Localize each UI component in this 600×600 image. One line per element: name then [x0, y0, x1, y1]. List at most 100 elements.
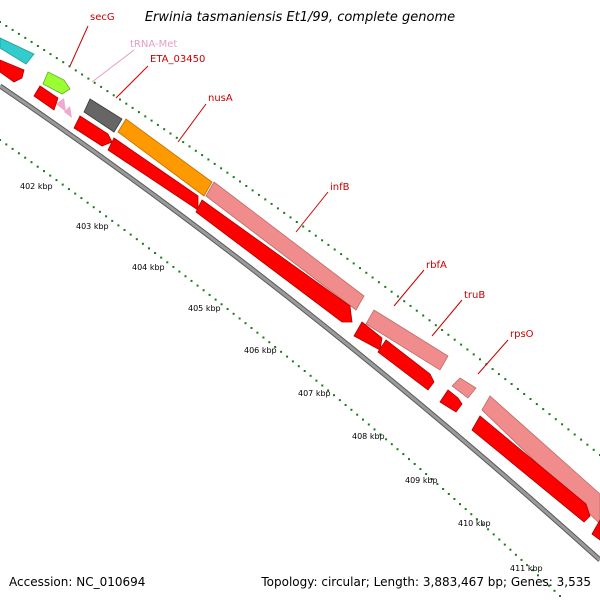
inner-tick-dot	[436, 483, 439, 485]
inner-tick-dot	[559, 595, 561, 597]
inner-tick-dot	[379, 433, 382, 436]
inner-tick-dot	[256, 331, 259, 334]
leader-nusA	[177, 103, 207, 143]
label-trna-met: tRNA-Met	[130, 39, 177, 50]
inner-tick-dot	[373, 428, 376, 431]
leader-secG	[69, 25, 89, 67]
leader-trna-met	[91, 49, 135, 83]
outer-tick-dot	[592, 448, 595, 451]
inner-tick-dot	[291, 360, 294, 363]
outer-tick-dot	[17, 32, 20, 35]
inner-tick-dot	[80, 197, 83, 200]
outer-tick-dot	[535, 403, 538, 406]
outer-tick-dot	[314, 234, 317, 237]
inner-tick-dot	[141, 242, 144, 245]
outer-tick-dot	[264, 198, 267, 201]
inner-tick-dot	[154, 252, 157, 254]
outer-tick-dot	[491, 368, 494, 371]
outer-tick-dot	[466, 348, 469, 351]
outer-tick-dot	[365, 271, 368, 274]
outer-tick-dot	[523, 393, 526, 395]
outer-tick-dot	[137, 111, 140, 114]
outer-tick-dot	[5, 25, 8, 27]
outer-tick-dot	[497, 373, 500, 376]
inner-tick-dot	[327, 389, 330, 392]
outer-tick-dot	[371, 276, 374, 279]
outer-tick-dot	[295, 221, 298, 223]
inner-tick-dot	[202, 289, 205, 292]
cds-feature-9	[471, 415, 591, 523]
inner-tick-dot	[184, 275, 187, 278]
inner-tick-dot	[5, 143, 8, 146]
inner-tick-dot	[447, 493, 450, 495]
inner-tick-dot	[208, 293, 211, 296]
inner-tick-dot	[61, 183, 64, 186]
outer-tick-dot	[434, 324, 437, 327]
outer-tick-dot	[289, 216, 292, 219]
outer-tick-dot	[441, 329, 444, 331]
cds-feature-6	[353, 321, 383, 351]
inner-tick-dot	[470, 513, 473, 516]
inner-tick-dot	[362, 418, 364, 421]
inner-tick-dot	[475, 518, 478, 521]
outer-tick-dot	[62, 61, 65, 64]
inner-tick-dot	[49, 174, 52, 177]
cds-feature-2	[33, 85, 59, 111]
outer-tick-dot	[580, 438, 583, 441]
inner-tick-dot	[514, 553, 517, 556]
inner-tick-dot	[238, 317, 241, 320]
trna-marker-1	[56, 98, 66, 112]
inner-tick-dot	[86, 201, 89, 204]
inner-tick-dot	[117, 224, 120, 227]
inner-tick-dot	[190, 279, 193, 282]
outer-tick-dot	[516, 388, 519, 390]
outer-tick-dot	[479, 358, 481, 361]
inner-tick-dot	[531, 569, 534, 572]
inner-tick-dot	[43, 170, 45, 173]
inner-tick-dot	[166, 261, 169, 264]
inner-tick-dot	[0, 139, 1, 141]
inner-tick-dot	[148, 247, 150, 250]
scale-label-406: 406 kbp	[244, 346, 277, 355]
inner-tick-dot	[425, 473, 428, 475]
inner-tick-dot	[464, 508, 467, 511]
inner-tick-dot	[17, 152, 20, 155]
cds-feature-4	[107, 137, 199, 211]
outer-tick-dot	[460, 343, 463, 346]
topology-text: Topology: circular; Length: 3,883,467 bp…	[261, 575, 591, 589]
gene-labels: secG tRNA-Met ETA_03450 nusA infB rbfA t…	[90, 12, 534, 340]
label-eta03450: ETA_03450	[150, 54, 205, 65]
leader-rpsO	[477, 339, 509, 375]
outer-tick-dot	[144, 115, 147, 118]
outer-tick-dot	[396, 295, 399, 298]
scale-label-402: 402 kbp	[20, 182, 53, 191]
outer-tick-dot	[422, 314, 425, 317]
outer-tick-dot	[100, 85, 103, 88]
inner-tick-dot	[548, 584, 550, 587]
leader-rbfA	[393, 269, 425, 307]
cds-feature-10	[591, 519, 600, 541]
inner-tick-dot	[520, 558, 523, 561]
outer-tick-dot	[346, 257, 349, 260]
inner-tick-dot	[309, 374, 312, 377]
inner-tick-dot	[24, 156, 27, 159]
outer-tick-dot	[504, 378, 507, 381]
inner-tick-dot	[74, 192, 77, 195]
inner-tick-dot	[542, 579, 545, 582]
leader-eta03450	[115, 65, 149, 99]
outer-tick-dot	[276, 207, 279, 210]
outer-tick-dot	[327, 243, 330, 246]
outer-tick-dot	[447, 333, 450, 336]
outer-tick-dot	[239, 180, 241, 183]
inner-tick-dot	[537, 574, 539, 577]
outer-tick-dot	[561, 423, 564, 426]
inner-tick-dot	[356, 413, 359, 416]
inner-tick-dot	[396, 448, 399, 451]
outer-tick-dot	[24, 36, 27, 39]
outer-tick-dot	[384, 285, 387, 288]
outer-tick-dot	[226, 171, 229, 174]
outer-tick-dot	[283, 211, 286, 214]
outer-tick-dot	[270, 202, 273, 205]
outer-tick-dot	[472, 353, 475, 356]
